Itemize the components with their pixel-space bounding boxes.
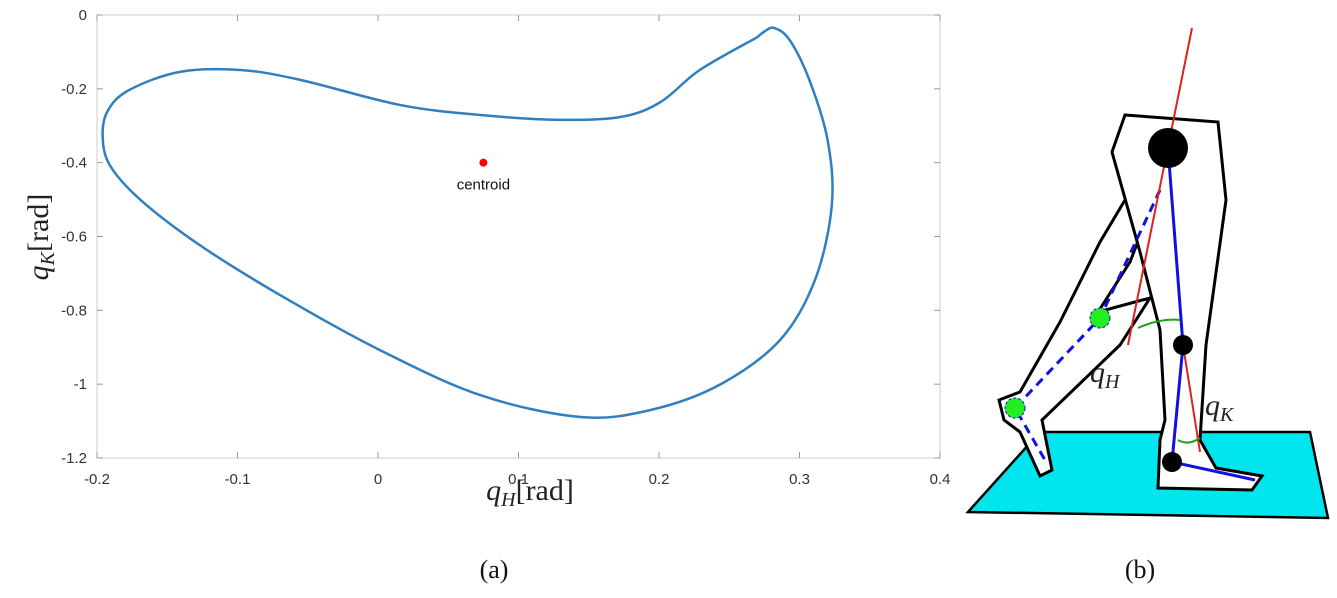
symbol: q <box>1205 389 1220 422</box>
caption: (b) <box>1125 555 1155 584</box>
knee-angle-arc <box>1177 437 1201 444</box>
hip-angle-label: qH <box>1090 356 1121 393</box>
x-tick-label: 0.3 <box>789 471 810 488</box>
unit: [rad] <box>22 194 55 252</box>
symbol: q <box>486 474 501 507</box>
rear-ankle-joint <box>1004 397 1026 419</box>
hip-reference <box>1127 27 1193 346</box>
annotation: centroid <box>457 177 510 194</box>
subscript: K <box>37 250 59 266</box>
y-tick-label: 0 <box>79 7 87 24</box>
y-tick-label: -0.6 <box>61 229 87 246</box>
y-tick-label: -0.2 <box>61 81 87 98</box>
hip-joint <box>1148 128 1188 168</box>
y-axis-label: qK[rad] <box>22 194 59 281</box>
x-tick-label: -0.2 <box>84 471 110 488</box>
front-leg <box>1110 113 1265 492</box>
y-tick-label: -0.4 <box>61 155 87 172</box>
trajectory <box>101 26 834 419</box>
subscript: H <box>500 489 517 511</box>
walker-diagram: qH qK <box>965 27 1330 520</box>
rear-link <box>1013 189 1162 461</box>
y-tick-label: -1.2 <box>61 450 87 467</box>
y-tick-label: -1 <box>74 376 87 393</box>
subscript: K <box>1219 404 1235 426</box>
knee-reference <box>1182 344 1201 453</box>
rear-knee-joint <box>1089 307 1111 329</box>
subscript: H <box>1104 371 1121 393</box>
x-tick-label: 0.4 <box>930 471 951 488</box>
x-axis-label: qH[rad] <box>486 474 574 511</box>
x-tick-label: -0.1 <box>225 471 251 488</box>
symbol: q <box>1090 356 1105 389</box>
symbol: q <box>22 265 55 280</box>
x-tick-label: 0 <box>374 471 382 488</box>
knee-angle-label: qK <box>1205 389 1235 426</box>
unit: [rad] <box>516 474 574 507</box>
x-tick-label: 0.1 <box>508 471 529 488</box>
ankle-joint <box>1162 452 1182 472</box>
hip-angle-arc <box>1137 318 1181 329</box>
floor <box>965 430 1330 520</box>
plot-frame <box>96 14 941 459</box>
knee-joint <box>1173 335 1193 355</box>
caption: (a) <box>480 555 509 584</box>
y-tick-label: -0.8 <box>61 302 87 319</box>
centroid-point <box>479 158 488 167</box>
x-tick-label: 0.2 <box>649 471 670 488</box>
front-link <box>1166 147 1256 482</box>
